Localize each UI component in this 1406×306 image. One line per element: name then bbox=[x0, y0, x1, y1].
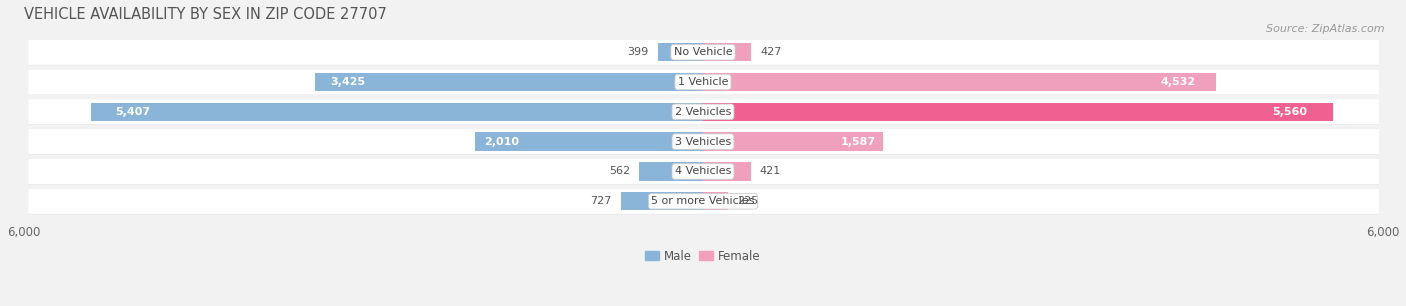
Bar bbox=[475, 132, 703, 151]
Text: Source: ZipAtlas.com: Source: ZipAtlas.com bbox=[1267, 24, 1385, 35]
Text: 3 Vehicles: 3 Vehicles bbox=[675, 137, 731, 147]
FancyBboxPatch shape bbox=[28, 159, 1379, 184]
FancyBboxPatch shape bbox=[28, 129, 1379, 154]
FancyBboxPatch shape bbox=[28, 69, 1379, 95]
Text: 4,532: 4,532 bbox=[1160, 77, 1195, 87]
Text: 1,587: 1,587 bbox=[841, 137, 876, 147]
Text: No Vehicle: No Vehicle bbox=[673, 47, 733, 57]
Bar bbox=[658, 43, 703, 62]
Text: 562: 562 bbox=[609, 166, 630, 177]
Bar bbox=[315, 73, 703, 91]
Text: 5,407: 5,407 bbox=[115, 107, 150, 117]
Bar bbox=[703, 132, 883, 151]
FancyBboxPatch shape bbox=[28, 129, 1379, 155]
Text: 3,425: 3,425 bbox=[330, 77, 366, 87]
Bar bbox=[703, 192, 728, 211]
Bar bbox=[640, 162, 703, 181]
Bar bbox=[703, 103, 1333, 121]
FancyBboxPatch shape bbox=[28, 39, 1379, 65]
Bar bbox=[703, 162, 751, 181]
FancyBboxPatch shape bbox=[28, 188, 1379, 214]
Text: 421: 421 bbox=[759, 166, 780, 177]
FancyBboxPatch shape bbox=[28, 99, 1379, 125]
FancyBboxPatch shape bbox=[28, 69, 1379, 95]
Text: 2,010: 2,010 bbox=[485, 137, 519, 147]
Bar bbox=[91, 103, 703, 121]
FancyBboxPatch shape bbox=[28, 39, 1379, 65]
Text: 2 Vehicles: 2 Vehicles bbox=[675, 107, 731, 117]
Text: 1 Vehicle: 1 Vehicle bbox=[678, 77, 728, 87]
Text: VEHICLE AVAILABILITY BY SEX IN ZIP CODE 27707: VEHICLE AVAILABILITY BY SEX IN ZIP CODE … bbox=[24, 7, 387, 22]
Text: 399: 399 bbox=[627, 47, 648, 57]
Text: 5 or more Vehicles: 5 or more Vehicles bbox=[651, 196, 755, 206]
Text: 5,560: 5,560 bbox=[1272, 107, 1308, 117]
FancyBboxPatch shape bbox=[28, 159, 1379, 185]
Text: 225: 225 bbox=[738, 196, 759, 206]
Bar bbox=[703, 73, 1216, 91]
Text: 427: 427 bbox=[761, 47, 782, 57]
Text: 727: 727 bbox=[591, 196, 612, 206]
Legend: Male, Female: Male, Female bbox=[641, 245, 765, 267]
Text: 4 Vehicles: 4 Vehicles bbox=[675, 166, 731, 177]
FancyBboxPatch shape bbox=[28, 188, 1379, 214]
Bar bbox=[703, 43, 751, 62]
Bar bbox=[620, 192, 703, 211]
FancyBboxPatch shape bbox=[28, 99, 1379, 125]
